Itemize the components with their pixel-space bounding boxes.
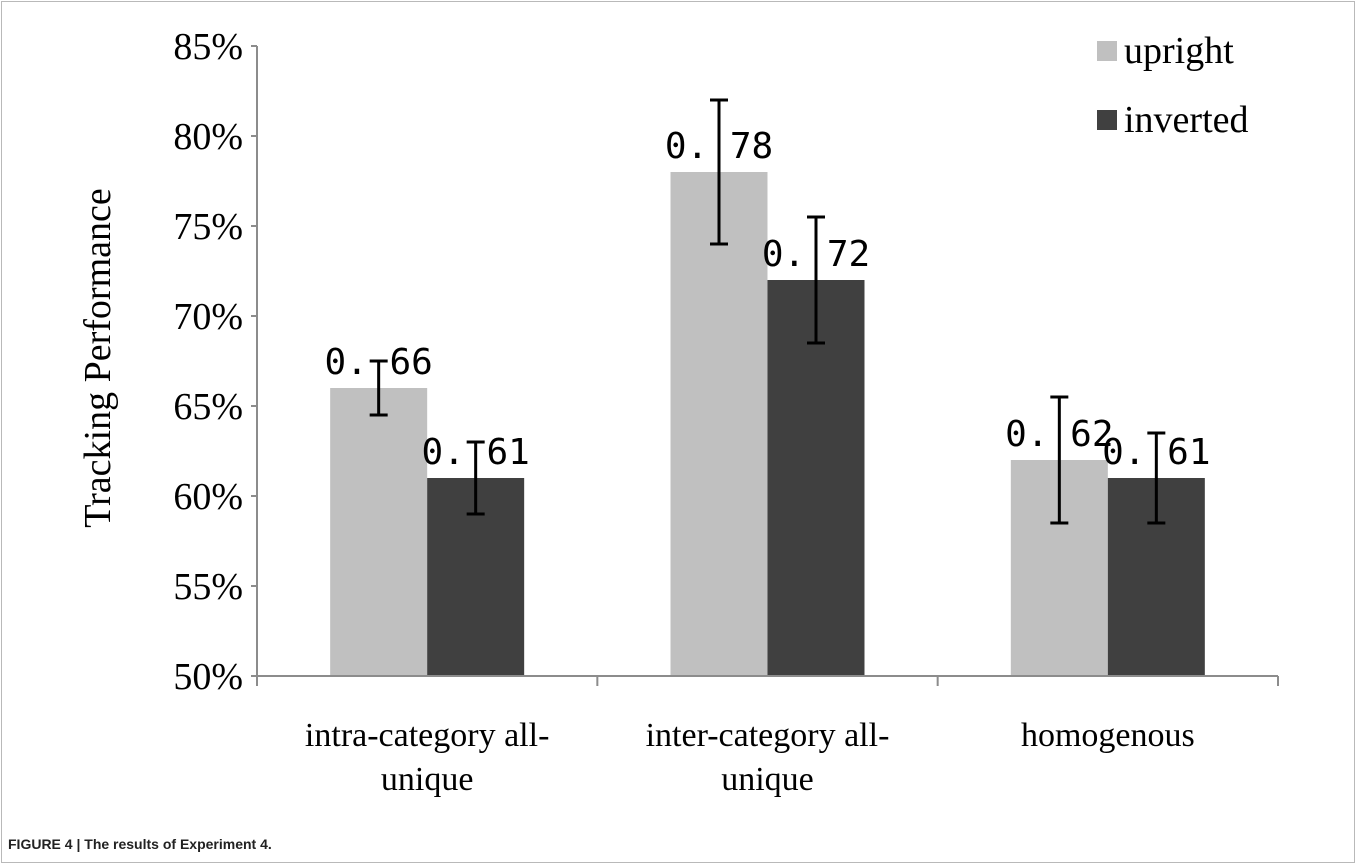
bar-upright: [670, 172, 768, 676]
data-label-upright: 0. 78: [665, 126, 773, 167]
error-bars: [369, 98, 1166, 525]
data-label-upright: 0. 62: [1005, 414, 1113, 455]
y-tick-label: 55%: [173, 566, 243, 608]
data-label-inverted: 0. 61: [421, 432, 529, 473]
y-tick-label: 60%: [173, 476, 243, 518]
category-label: intra-category all-: [305, 717, 549, 754]
data-label-upright: 0. 66: [324, 342, 432, 383]
figure-caption: FIGURE 4 | The results of Experiment 4.: [8, 836, 272, 852]
category-label: unique: [381, 761, 474, 798]
legend-swatch-inverted: [1097, 110, 1117, 130]
category-label: inter-category all-: [646, 717, 890, 754]
y-tick-label: 75%: [173, 206, 243, 248]
y-tick-label: 70%: [173, 296, 243, 338]
y-axis-title: Tracking Performance: [77, 188, 119, 527]
data-label-inverted: 0. 72: [762, 234, 870, 275]
x-axis-categories: intra-category all-unique inter-category …: [305, 717, 1195, 798]
y-tick-label: 80%: [173, 116, 243, 158]
y-tick-label: 65%: [173, 386, 243, 428]
bar-inverted: [767, 280, 865, 676]
legend-label-upright: upright: [1124, 30, 1234, 72]
data-labels: 0. 660. 610. 780. 720. 620. 61: [324, 126, 1210, 473]
bar-upright: [330, 388, 428, 676]
y-tick-label: 85%: [173, 26, 243, 68]
category-label: unique: [721, 761, 814, 798]
legend-swatch-upright: [1097, 41, 1117, 61]
axes: [251, 45, 1279, 686]
legend: upright inverted: [1097, 30, 1249, 141]
legend-label-inverted: inverted: [1124, 99, 1249, 141]
bar-chart: 50% 55% 60% 65% 70% 75% 80% 85% 0. 66 0. 61 0. 78…: [77, 26, 1279, 798]
category-label: homogenous: [1021, 717, 1195, 754]
y-axis-ticks: 50% 55% 60% 65% 70% 75% 80% 85%: [173, 26, 243, 698]
y-tick-label: 50%: [173, 656, 243, 698]
data-label-inverted: 0. 61: [1102, 432, 1210, 473]
